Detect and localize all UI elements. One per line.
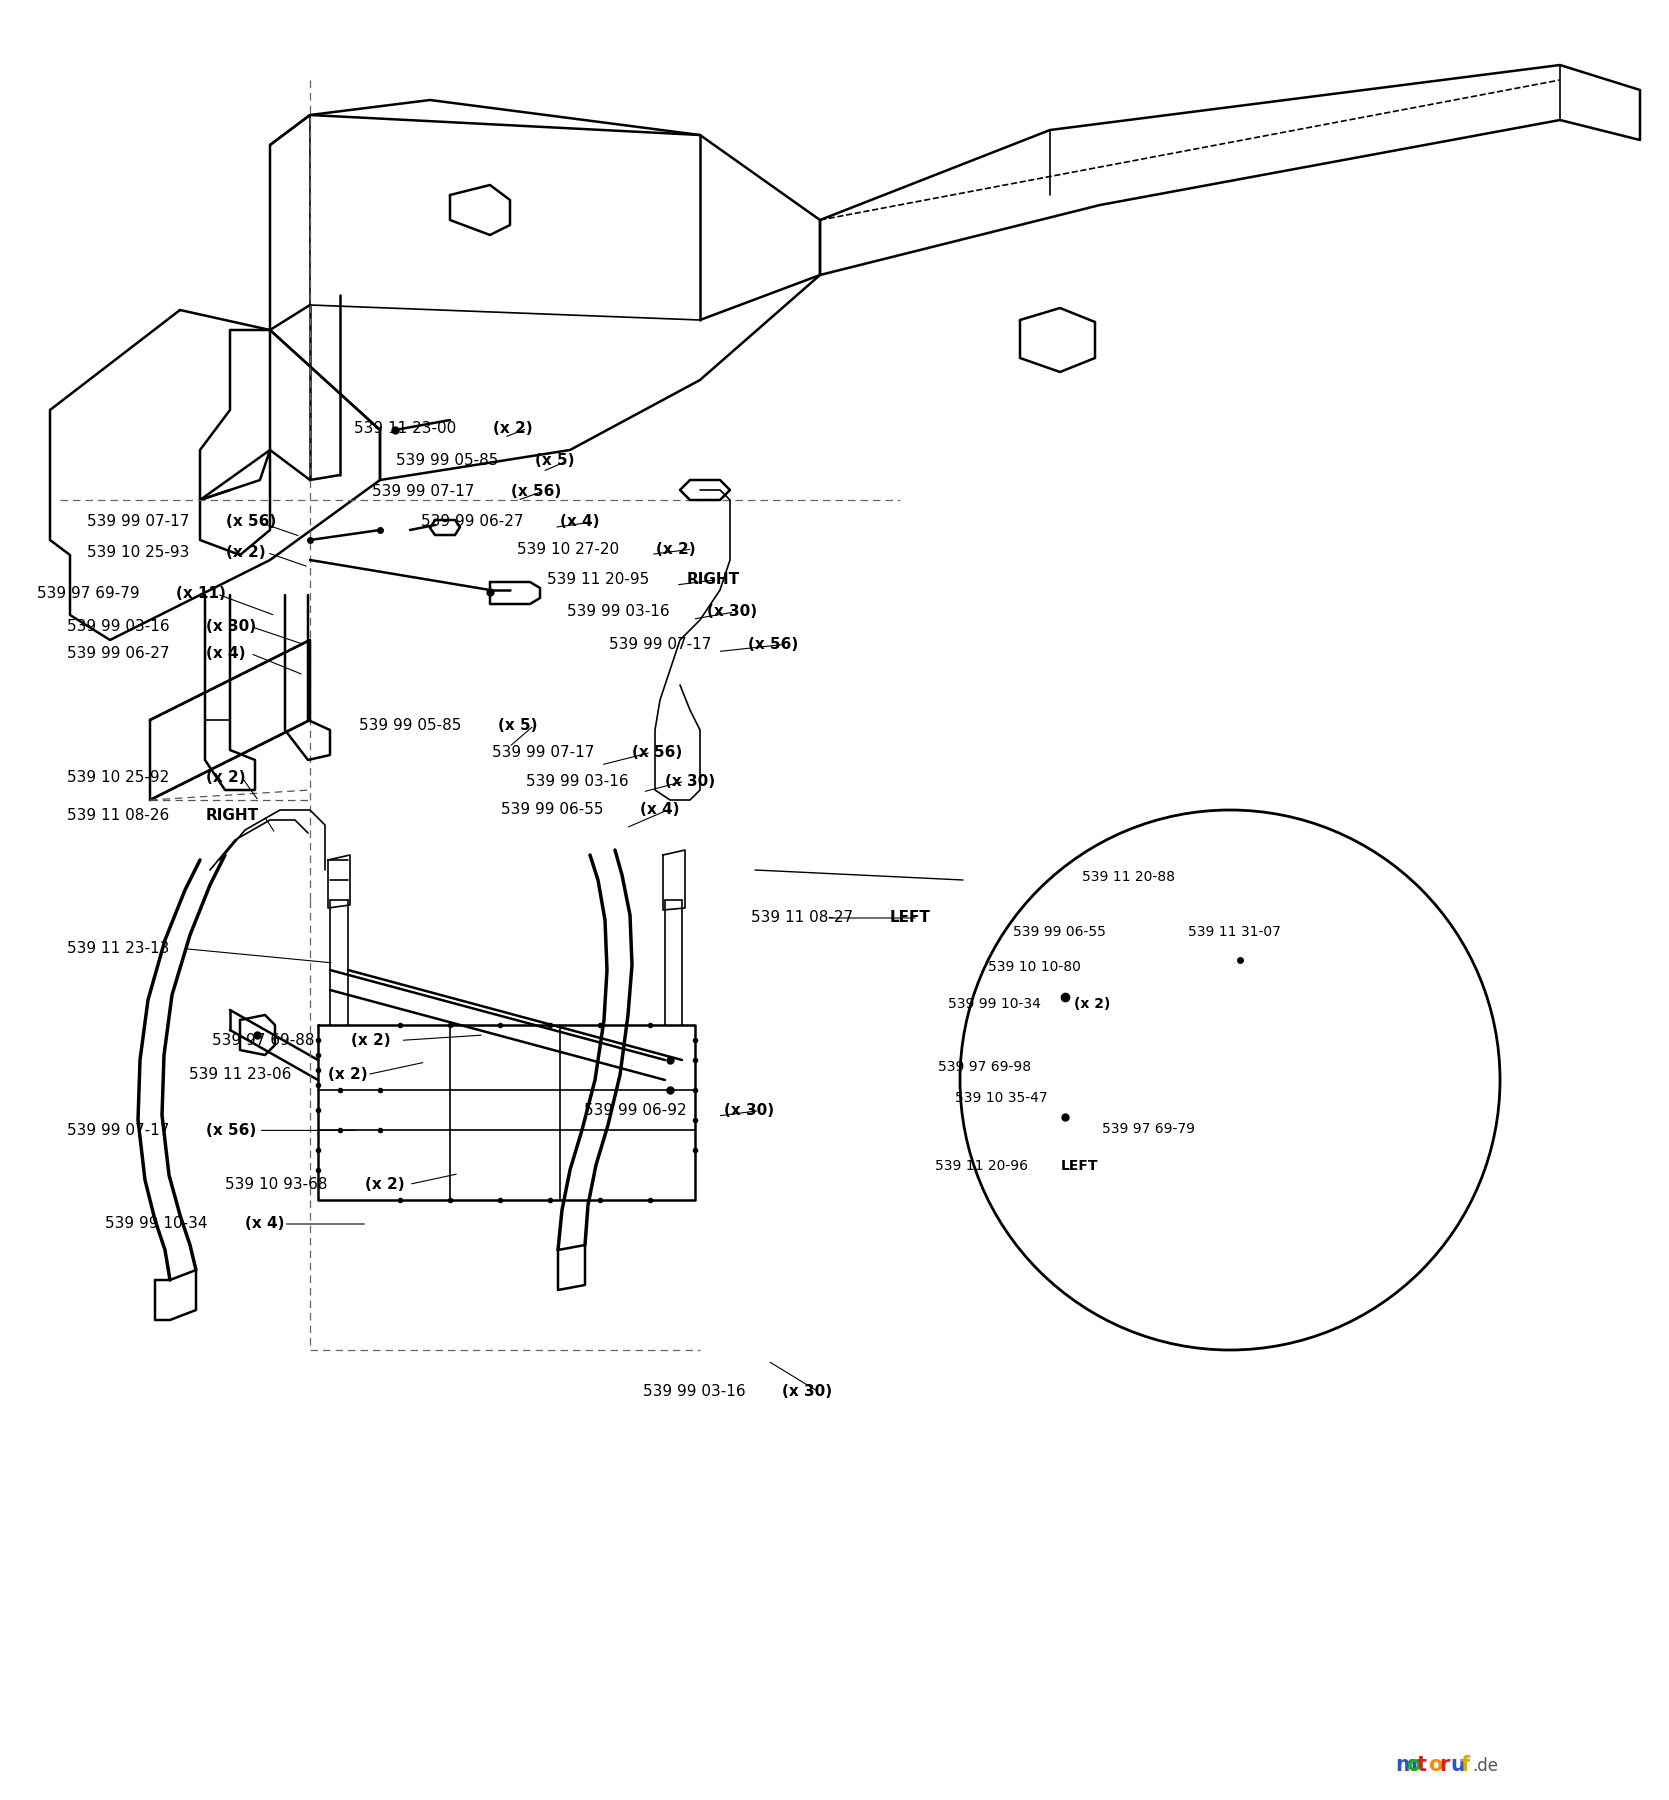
- Text: r: r: [1439, 1755, 1449, 1775]
- Text: 539 99 03-16: 539 99 03-16: [67, 619, 174, 634]
- Text: 539 99 06-27: 539 99 06-27: [421, 515, 527, 529]
- Text: 539 99 07-17: 539 99 07-17: [372, 484, 479, 499]
- Text: (x 30): (x 30): [724, 1103, 774, 1118]
- Text: 539 99 07-17: 539 99 07-17: [609, 637, 716, 652]
- Text: t: t: [1417, 1755, 1427, 1775]
- Text: (x 30): (x 30): [708, 605, 758, 619]
- Text: 539 99 03-16: 539 99 03-16: [567, 605, 674, 619]
- Text: 539 11 20-96: 539 11 20-96: [935, 1159, 1031, 1174]
- Text: (x 2): (x 2): [1075, 997, 1110, 1012]
- Text: 539 97 69-98: 539 97 69-98: [938, 1060, 1031, 1075]
- Text: 539 99 07-17: 539 99 07-17: [67, 1123, 174, 1138]
- Text: (x 4): (x 4): [561, 515, 599, 529]
- Text: (x 56): (x 56): [205, 1123, 257, 1138]
- Text: 539 10 25-93: 539 10 25-93: [87, 545, 194, 560]
- Text: (x 4): (x 4): [207, 646, 245, 661]
- Text: f: f: [1460, 1755, 1470, 1775]
- Circle shape: [960, 810, 1500, 1350]
- Text: LEFT: LEFT: [890, 911, 931, 925]
- Text: (x 4): (x 4): [245, 1217, 284, 1231]
- Text: .de: .de: [1472, 1757, 1499, 1775]
- Text: 539 99 06-92: 539 99 06-92: [584, 1103, 691, 1118]
- Text: (x 2): (x 2): [366, 1177, 404, 1192]
- Text: u: u: [1450, 1755, 1465, 1775]
- Text: (x 2): (x 2): [327, 1067, 367, 1082]
- Text: (x 30): (x 30): [666, 774, 716, 788]
- Text: 539 99 05-85: 539 99 05-85: [359, 718, 466, 733]
- Text: 539 11 23-13: 539 11 23-13: [67, 941, 169, 956]
- Text: 539 99 06-27: 539 99 06-27: [67, 646, 174, 661]
- Text: 539 99 06-55: 539 99 06-55: [501, 803, 608, 817]
- Text: 539 10 35-47: 539 10 35-47: [955, 1091, 1046, 1105]
- Text: (x 5): (x 5): [534, 454, 574, 468]
- Text: 539 99 07-17: 539 99 07-17: [87, 515, 194, 529]
- Text: (x 56): (x 56): [225, 515, 277, 529]
- Text: 539 11 31-07: 539 11 31-07: [1188, 925, 1282, 940]
- Text: (x 56): (x 56): [631, 745, 683, 760]
- Text: 539 97 69-88: 539 97 69-88: [212, 1033, 319, 1048]
- Text: (x 2): (x 2): [352, 1033, 391, 1048]
- Text: 539 10 93-68: 539 10 93-68: [225, 1177, 332, 1192]
- Text: LEFT: LEFT: [1061, 1159, 1098, 1174]
- Text: 539 11 23-00: 539 11 23-00: [354, 421, 461, 436]
- Text: 539 11 08-26: 539 11 08-26: [67, 808, 174, 823]
- Text: (x 56): (x 56): [511, 484, 562, 499]
- Text: 539 10 27-20: 539 10 27-20: [517, 542, 624, 556]
- Text: 539 11 23-06: 539 11 23-06: [189, 1067, 295, 1082]
- Text: RIGHT: RIGHT: [205, 808, 259, 823]
- Text: (x 2): (x 2): [225, 545, 265, 560]
- Text: 539 99 05-85: 539 99 05-85: [396, 454, 502, 468]
- Text: 539 99 10-34: 539 99 10-34: [105, 1217, 212, 1231]
- Text: 539 99 03-16: 539 99 03-16: [526, 774, 633, 788]
- Text: (x 2): (x 2): [656, 542, 696, 556]
- Text: m: m: [1395, 1755, 1417, 1775]
- Text: 539 11 08-27: 539 11 08-27: [751, 911, 858, 925]
- Text: 539 99 10-34: 539 99 10-34: [948, 997, 1045, 1012]
- Text: 539 99 03-16: 539 99 03-16: [643, 1384, 749, 1399]
- Text: 539 97 69-79: 539 97 69-79: [37, 587, 144, 601]
- Text: 539 11 20-88: 539 11 20-88: [1082, 869, 1175, 884]
- Text: (x 5): (x 5): [497, 718, 537, 733]
- Text: 539 99 06-55: 539 99 06-55: [1013, 925, 1107, 940]
- Text: 539 99 07-17: 539 99 07-17: [492, 745, 599, 760]
- Text: o: o: [1405, 1755, 1420, 1775]
- Text: 539 97 69-79: 539 97 69-79: [1102, 1121, 1195, 1136]
- Text: o: o: [1429, 1755, 1442, 1775]
- Text: (x 30): (x 30): [207, 619, 257, 634]
- Text: 539 10 10-80: 539 10 10-80: [988, 959, 1082, 974]
- Text: (x 4): (x 4): [641, 803, 679, 817]
- Text: (x 2): (x 2): [205, 770, 245, 785]
- Text: (x 56): (x 56): [748, 637, 799, 652]
- Text: (x 11): (x 11): [177, 587, 227, 601]
- Text: 539 11 20-95: 539 11 20-95: [547, 572, 654, 587]
- Text: (x 2): (x 2): [492, 421, 532, 436]
- Text: RIGHT: RIGHT: [686, 572, 739, 587]
- Text: (x 30): (x 30): [783, 1384, 833, 1399]
- Text: 539 10 25-92: 539 10 25-92: [67, 770, 174, 785]
